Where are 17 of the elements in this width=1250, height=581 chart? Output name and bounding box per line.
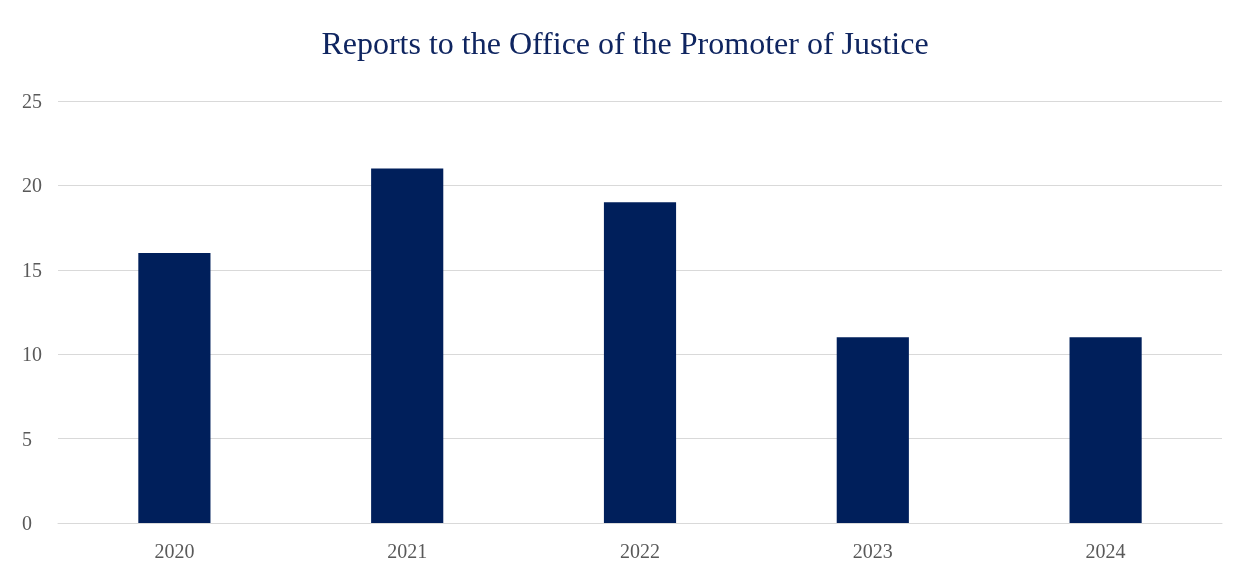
y-tick-label: 20 xyxy=(22,174,42,197)
bar xyxy=(1069,337,1142,523)
x-tick-label: 2021 xyxy=(387,540,428,562)
y-tick-label: 25 xyxy=(22,90,42,112)
x-tick-label: 2023 xyxy=(852,540,893,562)
x-tick-label: 2022 xyxy=(620,540,660,562)
bar xyxy=(836,337,909,523)
bar xyxy=(371,168,444,523)
chart-title: Reports to the Office of the Promoter of Justice xyxy=(321,25,929,61)
y-tick-label: 0 xyxy=(22,512,32,534)
y-tick-label: 5 xyxy=(22,427,32,450)
bar xyxy=(138,252,211,523)
y-tick-label: 15 xyxy=(22,258,42,281)
y-tick-label: 10 xyxy=(22,343,42,366)
x-tick-label: 2024 xyxy=(1085,540,1126,562)
x-tick-label: 2020 xyxy=(154,540,195,562)
bar xyxy=(603,202,677,523)
